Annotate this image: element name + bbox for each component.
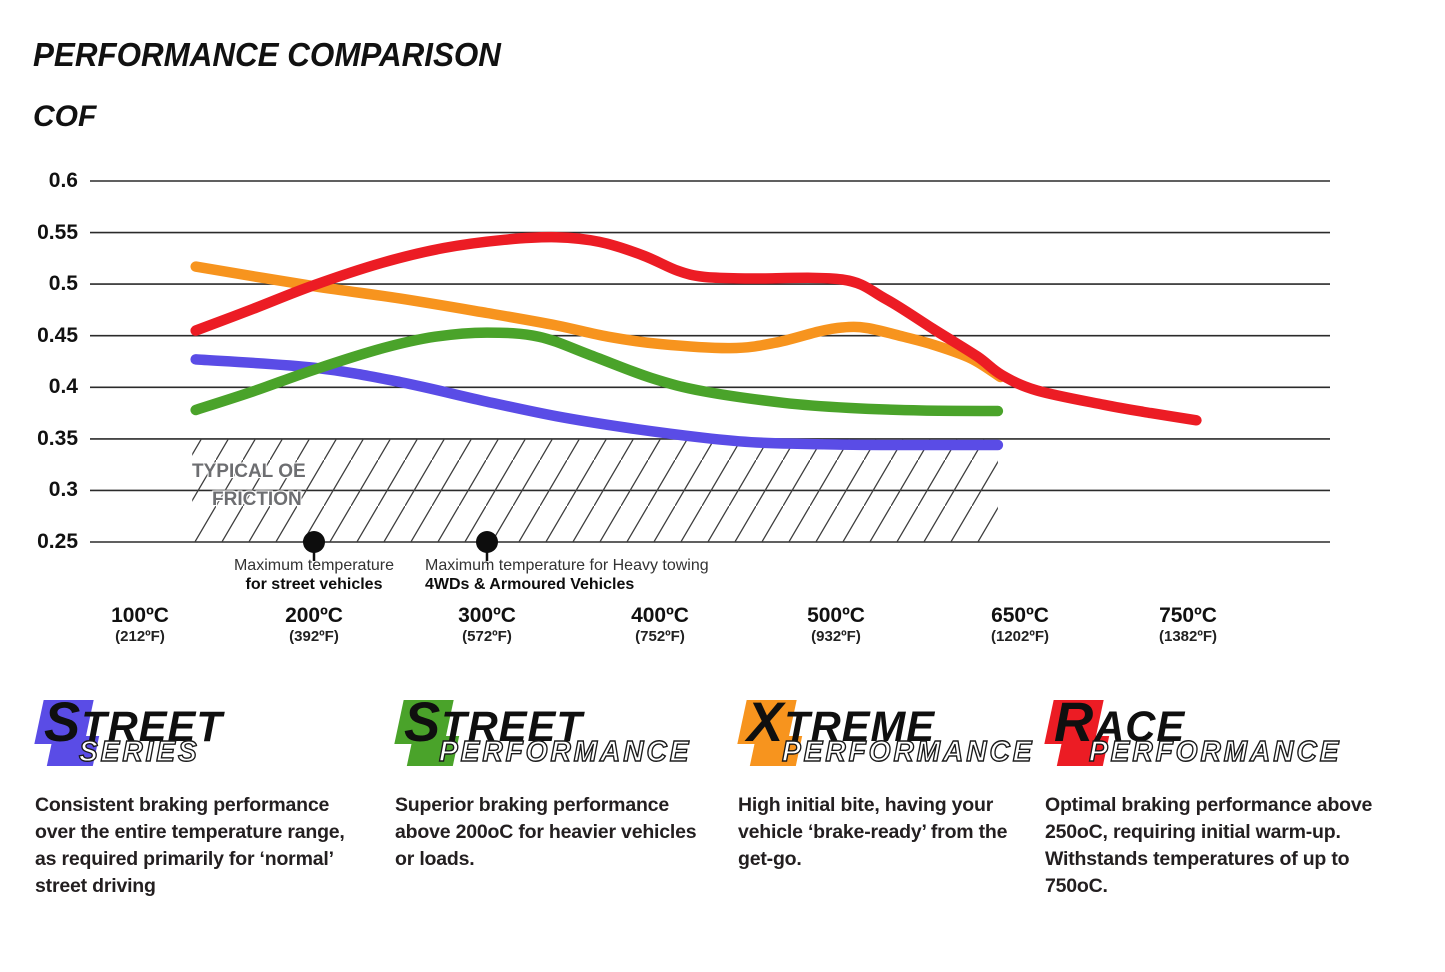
x-tick-label: 100ºC (212ºF) — [52, 604, 228, 646]
x-tick-label: 650ºC (1202ºF) — [932, 604, 1108, 646]
y-tick-label: 0.45 — [37, 323, 78, 347]
legend-card-race-performance: RACE PERFORMANCE Optimal braking performan… — [1044, 690, 1375, 900]
y-tick-label: 0.55 — [37, 220, 78, 244]
legend-description: Consistent braking performance over the … — [35, 794, 345, 897]
y-axis-title: COF — [33, 100, 97, 133]
legend-card-street-series: STREET SERIES Consistent braking performan… — [34, 690, 365, 900]
logo-line2: PERFORMANCE — [781, 735, 1035, 768]
annotation-text-line1: Maximum temperature for Heavy towing — [425, 557, 709, 574]
logo-line2: PERFORMANCE — [438, 735, 692, 768]
x-tick-celsius: 750ºC — [1159, 604, 1217, 627]
x-tick-fahrenheit: (212ºF) — [115, 628, 165, 645]
y-tick-label: 0.6 — [48, 169, 78, 192]
logo-line1-cap: R — [1054, 690, 1095, 753]
legend-description: Superior braking performance above 200oC… — [395, 794, 697, 870]
series-line-race-performance — [190, 231, 1202, 426]
oe-friction-hatch — [192, 438, 998, 542]
legend-description: Optimal braking performance above 250oC,… — [1045, 794, 1373, 897]
annotation-text-line2: 4WDs & Armoured Vehicles — [425, 576, 635, 593]
legend-logo: RACE PERFORMANCE — [1044, 690, 1375, 776]
x-tick-label: 400ºC (752ºF) — [572, 604, 748, 646]
y-tick-label: 0.35 — [37, 426, 78, 450]
legend-logo: XTREME PERFORMANCE — [737, 690, 1032, 776]
x-tick-label: 500ºC (932ºF) — [748, 604, 924, 646]
oe-friction-label: TYPICAL OE FRICTION — [192, 458, 306, 514]
annotation-text-line1: Maximum temperature — [233, 557, 395, 574]
y-tick-label: 0.3 — [48, 478, 78, 502]
y-tick-label: 0.5 — [48, 272, 78, 296]
logo-line1: RACE — [1054, 689, 1185, 754]
legend-card-street-performance: STREET PERFORMANCE Superior braking perfor… — [394, 690, 715, 873]
series-line-street-performance — [190, 327, 1004, 417]
oe-friction-label-line2: FRICTION — [212, 489, 302, 510]
annotation-text: Maximum temperature for Heavy towing 4WDs… — [425, 556, 755, 594]
x-tick-celsius: 300ºC — [458, 604, 516, 627]
logo-line1: STREET — [44, 689, 223, 754]
logo-line1-rest: TREET — [441, 703, 583, 751]
logo-line1: XTREME — [747, 689, 935, 754]
x-tick-fahrenheit: (752ºF) — [635, 628, 685, 645]
logo-line2: SERIES — [78, 735, 200, 768]
legend-card-xtreme-performance: XTREME PERFORMANCE High initial bite, havi… — [737, 690, 1032, 873]
x-tick-label: 750ºC (1382ºF) — [1100, 604, 1276, 646]
logo-line1-rest: TREME — [784, 703, 936, 751]
legend-logo: STREET SERIES — [34, 690, 365, 776]
y-tick-label: 0.4 — [48, 375, 78, 399]
annotation-dot — [476, 531, 498, 553]
x-tick-fahrenheit: (572ºF) — [462, 628, 512, 645]
legend-description: High initial bite, having your vehicle ‘… — [738, 794, 1008, 870]
x-tick-celsius: 400ºC — [631, 604, 689, 627]
logo-line1-cap: S — [44, 690, 82, 753]
x-tick-fahrenheit: (1202ºF) — [990, 628, 1049, 645]
oe-friction-label-line1: TYPICAL OE — [192, 461, 306, 482]
logo-line1-cap: X — [747, 690, 785, 753]
x-tick-celsius: 650ºC — [991, 604, 1049, 627]
logo-line1-rest: TREET — [81, 703, 223, 751]
legend-logo: STREET PERFORMANCE — [394, 690, 715, 776]
logo-line1-cap: S — [404, 690, 442, 753]
x-tick-celsius: 100ºC — [111, 604, 169, 627]
logo-line1-rest: ACE — [1094, 703, 1186, 751]
annotation-text-line2: for street vehicles — [245, 576, 383, 593]
y-tick-label: 0.25 — [37, 530, 78, 553]
x-tick-celsius: 500ºC — [807, 604, 865, 627]
x-tick-label: 200ºC (392ºF) — [226, 604, 402, 646]
x-tick-fahrenheit: (932ºF) — [811, 628, 861, 645]
x-tick-fahrenheit: (392ºF) — [289, 628, 339, 645]
series-line-xtreme-performance — [190, 261, 1006, 383]
logo-line2: PERFORMANCE — [1088, 735, 1342, 768]
series-line-street-series — [190, 354, 1004, 451]
x-tick-fahrenheit: (1382ºF) — [1158, 628, 1217, 645]
annotation-dot — [303, 531, 325, 553]
x-tick-label: 300ºC (572ºF) — [399, 604, 575, 646]
annotation-text: Maximum temperature for street vehicles — [174, 556, 454, 594]
x-tick-celsius: 200ºC — [285, 604, 343, 627]
logo-line1: STREET — [404, 689, 583, 754]
page-title: PERFORMANCE COMPARISON — [33, 36, 501, 73]
